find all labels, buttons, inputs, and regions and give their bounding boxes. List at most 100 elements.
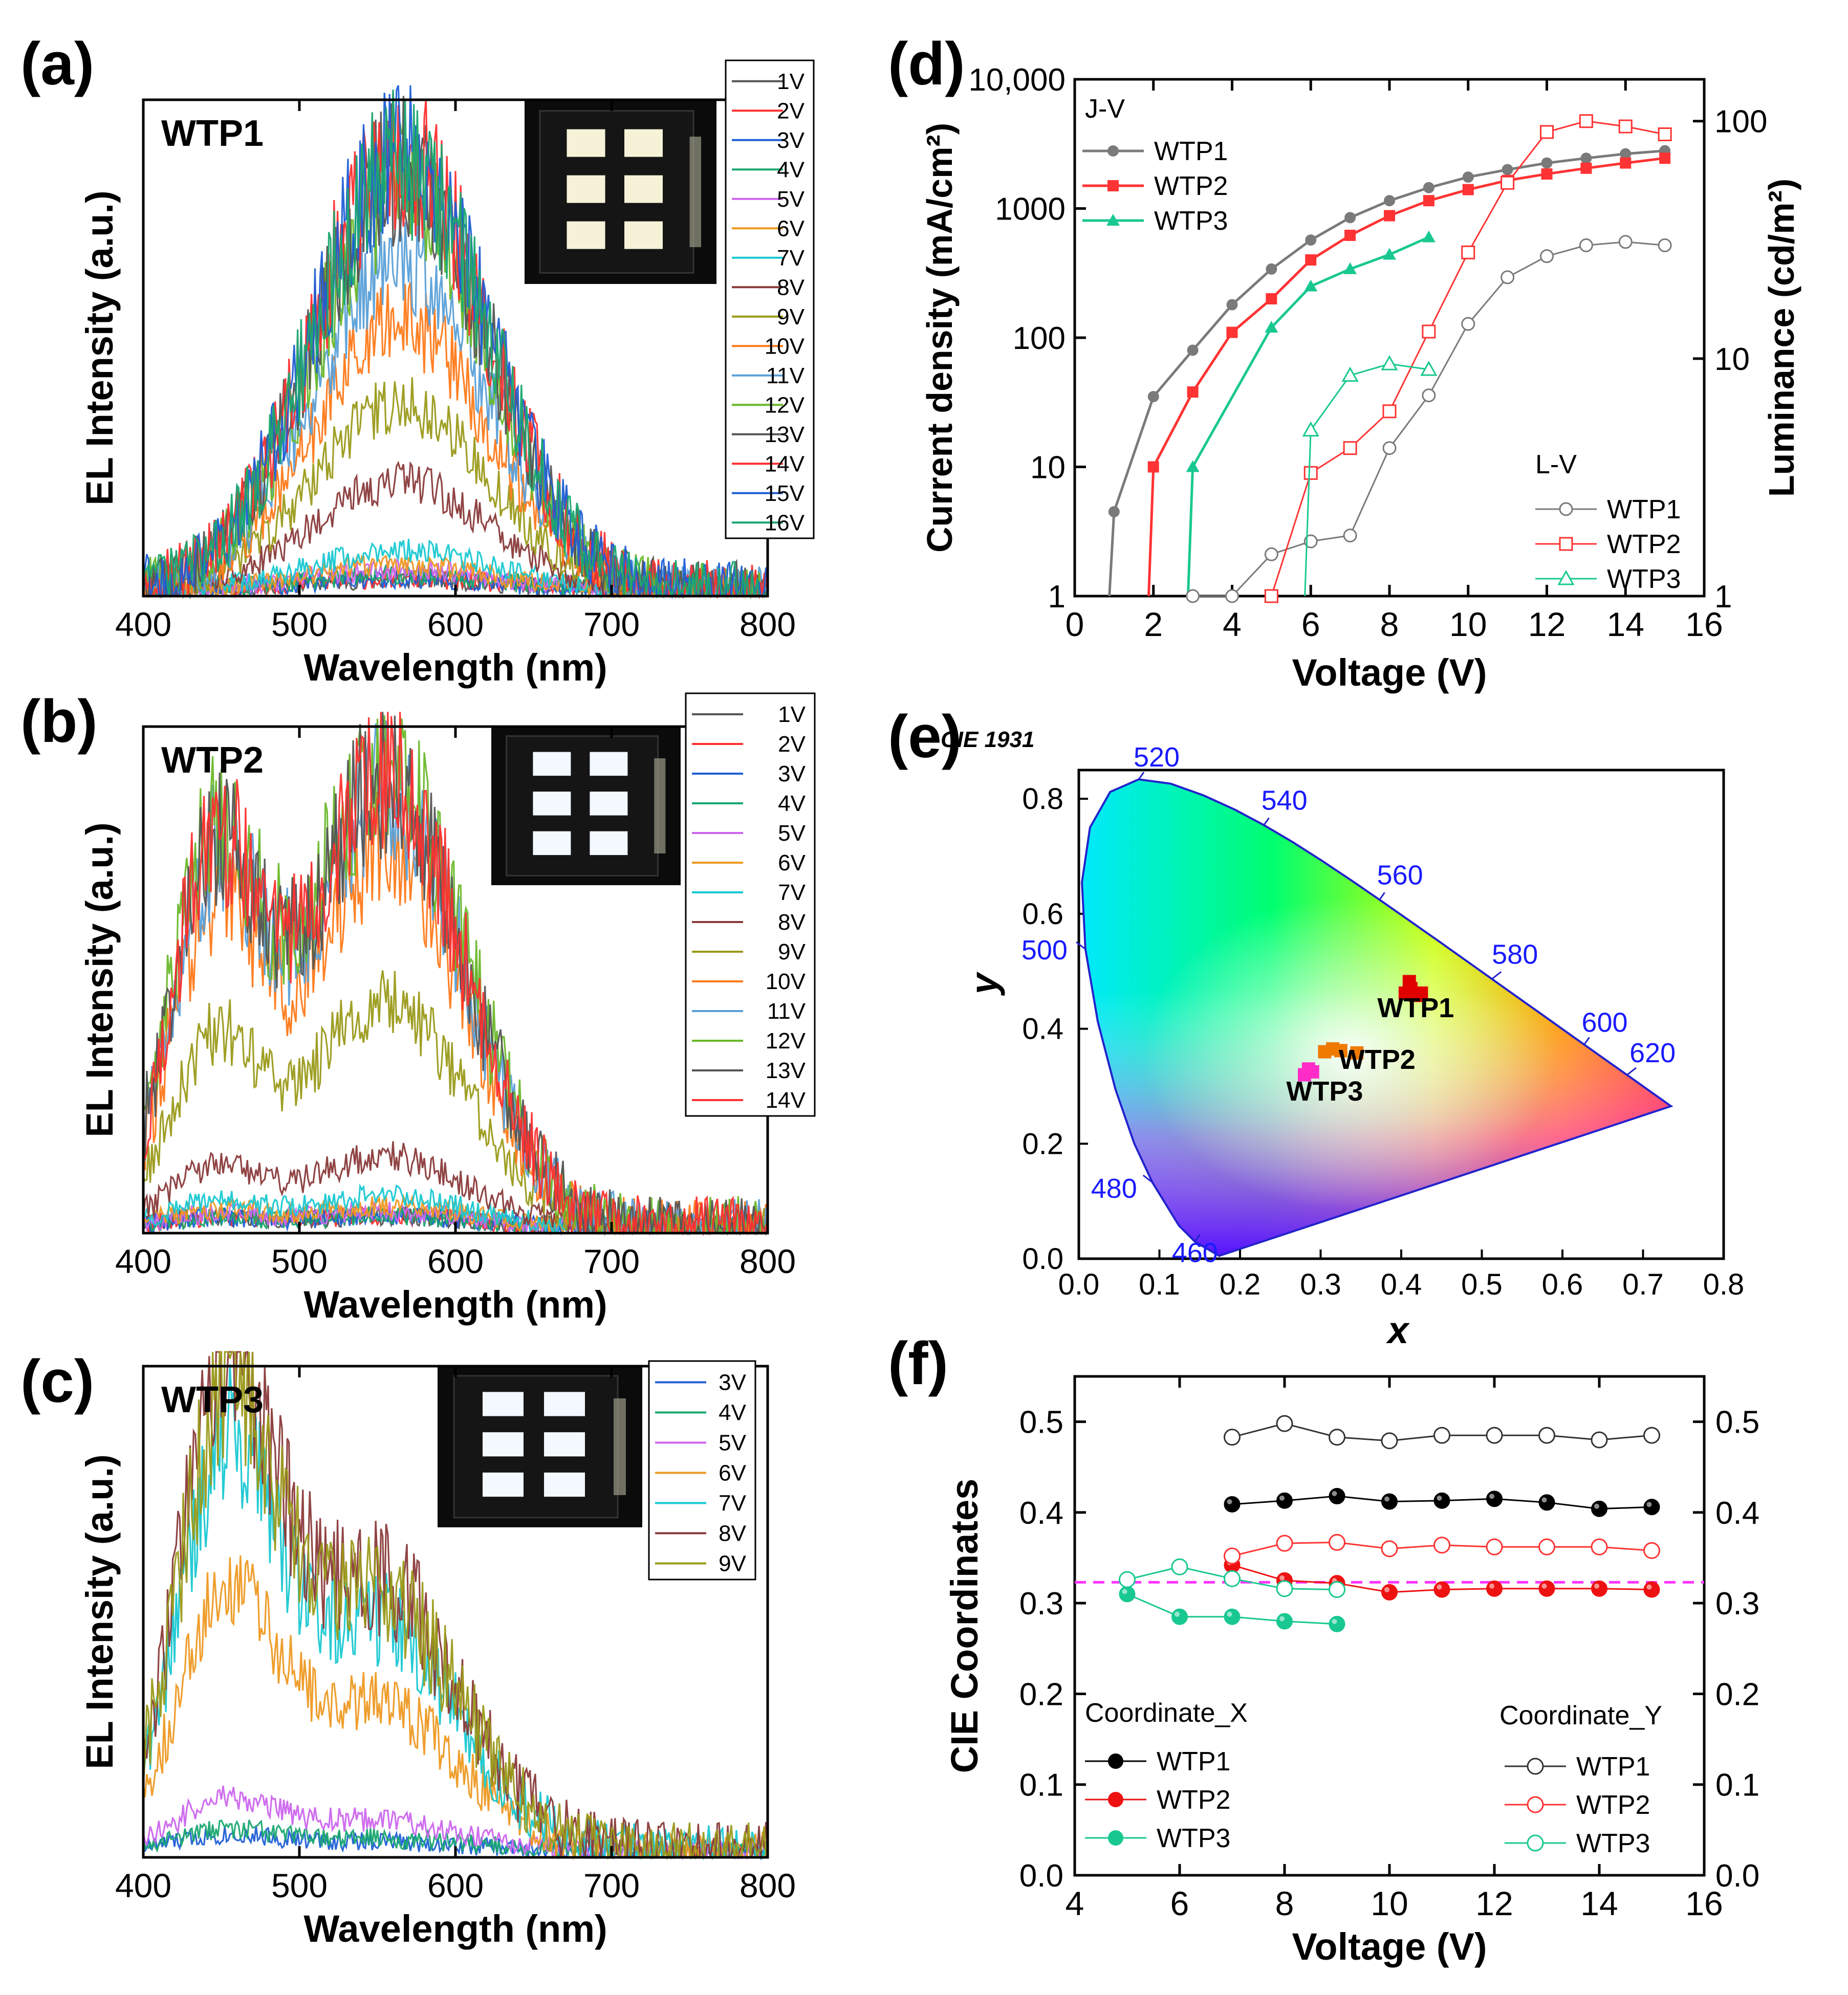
device-pixel — [567, 175, 605, 203]
jv-marker-WTP1 — [1580, 152, 1592, 164]
legend-label: WTP3 — [1576, 1829, 1650, 1858]
legend-label: WTP3 — [1607, 564, 1681, 594]
x-tick-label: 16 — [1685, 1884, 1723, 1922]
wavelength-tick — [1138, 772, 1145, 780]
device-pixel — [544, 1472, 585, 1497]
y-tick-label: 1000 — [995, 192, 1066, 227]
x-tick-label: 2 — [1144, 605, 1163, 643]
legend-label: 11V — [766, 363, 805, 388]
x-tick-label: 700 — [583, 1867, 640, 1904]
x-tick-label: 6 — [1301, 605, 1320, 643]
coord-x-marker-WTP2 — [1643, 1581, 1660, 1598]
coord-x-marker-shine — [1332, 1618, 1337, 1624]
jv-marker-WTP2 — [1580, 162, 1592, 174]
coord-x-marker-WTP3 — [1171, 1608, 1188, 1625]
x-tick-label: 4 — [1223, 605, 1242, 643]
jv-marker-WTP2 — [1620, 157, 1632, 169]
jv-line-WTP1 — [1108, 149, 1665, 597]
legend-marker — [1107, 145, 1119, 157]
y2-tick-label: 10 — [1714, 342, 1750, 377]
device-pixel — [624, 175, 663, 203]
legend-label: 5V — [719, 1431, 746, 1456]
lv-marker-WTP3 — [1302, 421, 1319, 437]
coord-x-marker-WTP2 — [1381, 1584, 1398, 1601]
lv-marker-WTP1 — [1186, 589, 1200, 603]
y2-tick-label: 0.5 — [1715, 1405, 1759, 1440]
legend-label: 6V — [719, 1461, 746, 1486]
legend-label: 1V — [777, 69, 805, 94]
coord-x-marker-WTP1 — [1381, 1493, 1398, 1510]
jv-marker-WTP3 — [1383, 248, 1396, 260]
jv-marker-WTP1 — [1541, 157, 1553, 169]
legend-label: 13V — [765, 422, 805, 447]
legend-label: 6V — [778, 850, 806, 875]
panel-letter-c: (c) — [20, 1348, 94, 1415]
legend-label: 12V — [766, 1028, 806, 1054]
legend-label: 1V — [778, 702, 806, 727]
legend-label: 8V — [777, 275, 805, 300]
x-axis-title: Voltage (V) — [1292, 1925, 1487, 1968]
y-tick-label: 10 — [1030, 450, 1066, 486]
device-photo-substrate — [453, 1375, 619, 1519]
coord-x-marker-shine — [1279, 1495, 1285, 1501]
device-pixel — [483, 1472, 524, 1497]
legend-label: WTP3 — [1157, 1824, 1230, 1853]
legend-label: 10V — [766, 969, 806, 994]
legend-label: 11V — [767, 999, 806, 1024]
coord-y-marker-WTP2 — [1381, 1540, 1398, 1558]
lv-marker-WTP1 — [1343, 529, 1357, 543]
legend-marker — [1527, 1834, 1544, 1852]
jv-marker-WTP2 — [1462, 184, 1474, 195]
coord-x-marker-WTP3 — [1276, 1613, 1293, 1630]
coord-x-marker-WTP2 — [1486, 1580, 1503, 1597]
coord-y-marker-WTP2 — [1486, 1538, 1503, 1555]
jv-marker-WTP2 — [1187, 386, 1199, 398]
y-tick-label: 0.4 — [1019, 1496, 1063, 1531]
lv-marker-WTP2 — [1303, 466, 1318, 480]
y-tick-label: 10,000 — [968, 62, 1066, 98]
coord-y-marker-WTP2 — [1276, 1534, 1293, 1552]
coord-y-marker-WTP1 — [1224, 1429, 1241, 1446]
y-axis-title: EL Intensity (a.u.) — [78, 190, 121, 505]
coord-y-marker-WTP1 — [1643, 1427, 1660, 1444]
legend-marker — [1108, 1830, 1123, 1846]
wavelength-label-500: 500 — [1021, 935, 1068, 966]
device-edge-glow — [654, 758, 666, 853]
legend-label: 5V — [778, 821, 806, 846]
legend-label: 7V — [777, 246, 805, 271]
coord-x-marker-shine — [1646, 1584, 1652, 1590]
device-photo-substrate — [506, 735, 659, 876]
legend-label: WTP1 — [1576, 1752, 1650, 1782]
chart-panel-d: 0 2 4 6 8 10 12 14 16110100100010,000110100Volta… — [920, 62, 1801, 694]
y-tick-label: 0.6 — [1022, 897, 1063, 931]
legend-label: 3V — [778, 761, 806, 786]
jv-marker-WTP1 — [1226, 299, 1238, 311]
legend-label: 14V — [766, 1088, 806, 1113]
panel-letter-a: (a) — [20, 30, 94, 98]
wavelength-tick — [1075, 941, 1086, 950]
coord-y-marker-WTP1 — [1381, 1432, 1398, 1450]
lv-marker-WTP1 — [1540, 249, 1554, 264]
coord-x-marker-WTP2 — [1538, 1580, 1555, 1597]
coord-x-marker-shine — [1489, 1494, 1494, 1499]
x-tick-label: 600 — [427, 605, 484, 643]
coord-y-marker-WTP2 — [1591, 1538, 1608, 1555]
wavelength-label-560: 560 — [1377, 860, 1423, 890]
y-axis-title: Current density (mA/cm²) — [920, 123, 960, 553]
legend-label: WTP3 — [1154, 206, 1228, 236]
lv-marker-WTP1 — [1264, 547, 1278, 561]
jv-marker-WTP1 — [1305, 234, 1317, 246]
y2-tick-label: 0.3 — [1715, 1586, 1759, 1621]
x-tick-label: 800 — [740, 1242, 796, 1280]
jv-marker-WTP2 — [1226, 326, 1238, 338]
jv-marker-WTP1 — [1187, 344, 1199, 356]
lv-marker-WTP1 — [1461, 317, 1475, 331]
y2-tick-label: 0.4 — [1715, 1496, 1759, 1531]
x-tick-label: 400 — [115, 1867, 171, 1904]
panel-letter-f: (f) — [888, 1330, 948, 1397]
jv-marker-WTP2 — [1305, 254, 1317, 266]
legend-label: 2V — [777, 98, 805, 123]
lv-marker-WTP1 — [1382, 441, 1397, 455]
y-tick-label: 0.0 — [1019, 1858, 1063, 1894]
legend-label: WTP2 — [1157, 1785, 1230, 1815]
